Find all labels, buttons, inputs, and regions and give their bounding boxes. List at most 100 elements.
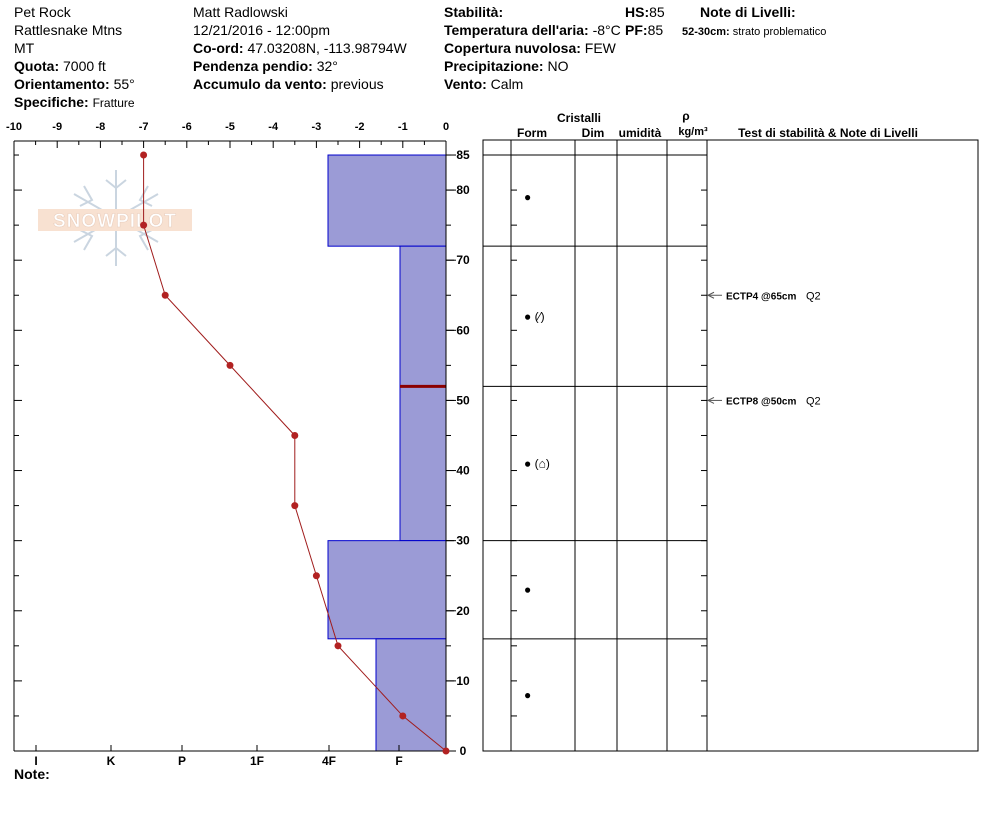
- hardness-tick-label: 1F: [250, 754, 264, 768]
- hardness-tick-label: P: [178, 754, 186, 768]
- height-tick-label: 85: [456, 148, 470, 162]
- stability-test-quality: Q2: [806, 395, 821, 407]
- hardness-bar: [375, 638, 447, 752]
- hs-value: 85: [649, 4, 665, 20]
- temperature-profile-line: [143, 155, 447, 752]
- height-tick-label: 50: [456, 393, 470, 407]
- air-temperature: Temperatura dell'aria: -8°C: [444, 22, 621, 38]
- hardness-bar: [327, 154, 447, 247]
- temperature-tick-label: -10: [6, 121, 22, 133]
- height-tick-label: 40: [456, 464, 470, 478]
- coord-value: 47.03208N, -113.98794W: [247, 40, 407, 56]
- cloud-label: Copertura nuvolosa:: [444, 40, 581, 56]
- height-tick-label: 20: [456, 604, 470, 618]
- hardness-tick-label: I: [34, 754, 37, 768]
- crystal-form-symbol: ● (⌂): [524, 457, 550, 471]
- aspect-value: 55°: [113, 76, 135, 92]
- hs: HS:85: [625, 4, 665, 20]
- slope: Pendenza pendio: 32°: [193, 58, 338, 74]
- temperature-point: [161, 291, 169, 299]
- air-temp-value: -8°C: [592, 22, 621, 38]
- layer-note: 52-30cm: strato problematico: [682, 24, 826, 40]
- hardness-bar: [327, 540, 447, 640]
- table-layers: ● ● (⁄) ● (⌂) ● ● ECTP4 @65cm Q2 ECTP8 @50cm Q2: [483, 154, 821, 752]
- specifics-value: Fratture: [92, 96, 135, 110]
- temperature-point: [291, 431, 299, 439]
- observer: Matt Radlowski: [193, 4, 288, 20]
- size-header: Dim: [582, 126, 605, 140]
- temperature-tick-label: -7: [139, 121, 149, 133]
- temperature-point: [140, 151, 148, 159]
- hardness-tick-label: 4F: [322, 754, 336, 768]
- tests-header: Test di stabilità & Note di Livelli: [738, 126, 918, 140]
- mountain-range: Rattlesnake Mtns: [14, 22, 123, 38]
- snowpilot-logo-text: SNOWPILOT: [53, 211, 177, 232]
- height-tick-label: 80: [456, 183, 470, 197]
- snowpilot-logo: SNOWPILOT: [38, 170, 192, 266]
- elevation-label: Quota:: [14, 58, 60, 74]
- temperature-tick-label: -8: [96, 121, 106, 133]
- precip-label: Precipitazione:: [444, 58, 544, 74]
- crystal-form-symbol: ●: [524, 583, 531, 597]
- elevation: Quota: 7000 ft: [14, 58, 106, 74]
- stability-test-quality: Q2: [806, 290, 821, 302]
- hardness-bar: [399, 245, 447, 542]
- wind-label: Vento:: [444, 76, 487, 92]
- elevation-value: 7000 ft: [63, 58, 106, 74]
- stability-test-label: ECTP4 @65cm: [726, 291, 796, 302]
- temperature-tick-label: -2: [355, 121, 365, 133]
- state: MT: [14, 40, 35, 56]
- temperature-tick-label: -1: [398, 121, 408, 133]
- height-tick-label: 0: [460, 744, 467, 758]
- height-tick-label: 60: [456, 323, 470, 337]
- temperature-tick-label: -6: [182, 121, 192, 133]
- wind-loading: Accumulo da vento: previous: [193, 76, 384, 92]
- moisture-header: umidità: [619, 126, 662, 140]
- cloud-value: FEW: [584, 40, 616, 56]
- notes-label: Note:: [14, 766, 50, 782]
- location-name: Pet Rock: [14, 4, 71, 20]
- height-tick-label: 10: [456, 674, 470, 688]
- hs-label: HS:: [625, 4, 650, 20]
- temperature-tick-label: 0: [443, 121, 449, 133]
- temperature-point: [291, 502, 299, 510]
- layer-note-range: 52-30cm:: [682, 26, 730, 38]
- slope-value: 32°: [316, 58, 338, 74]
- temperature-point: [334, 642, 342, 650]
- arrow-head-icon: [706, 291, 715, 299]
- pf-value: 85: [647, 22, 664, 38]
- coordinates: Co-ord: 47.03208N, -113.98794W: [193, 40, 407, 56]
- temperature-point: [442, 747, 450, 755]
- air-temp-label: Temperatura dell'aria:: [444, 22, 589, 38]
- layer-notes-title: Note di Livelli:: [700, 4, 796, 20]
- temperature-point: [226, 361, 234, 369]
- height-tick-label: 30: [456, 534, 470, 548]
- coord-label: Co-ord:: [193, 40, 244, 56]
- temperature-point: [140, 221, 148, 229]
- cloud-cover: Copertura nuvolosa: FEW: [444, 40, 616, 56]
- crystal-form-symbol: ●: [524, 688, 531, 702]
- observation-datetime: 12/21/2016 - 12:00pm: [193, 22, 330, 38]
- specifics: Specifiche: Fratture: [14, 94, 135, 111]
- aspect-label: Orientamento:: [14, 76, 110, 92]
- stability-test-label: ECTP8 @50cm: [726, 396, 796, 407]
- temperature-tick-label: -9: [52, 121, 62, 133]
- wind: Vento: Calm: [444, 76, 523, 92]
- pf-label: PF:: [625, 22, 648, 38]
- slope-label: Pendenza pendio:: [193, 58, 313, 74]
- hardness-tick-label: F: [395, 754, 402, 768]
- stability-label: Stabilità:: [444, 4, 504, 20]
- height-tick-label: 70: [456, 253, 470, 267]
- wind-loading-label: Accumulo da vento:: [193, 76, 327, 92]
- crystal-form-symbol: ●: [524, 190, 531, 204]
- density-header: kg/m³: [678, 126, 708, 138]
- plot-area: -10 -9 -8 -7 -6 -5 -4 -3 -2 -1 0010203040506070808…: [6, 121, 470, 768]
- temperature-tick-label: -3: [312, 121, 322, 133]
- crystals-header: Cristalli: [557, 111, 601, 125]
- wind-loading-value: previous: [330, 76, 384, 92]
- specifics-label: Specifiche:: [14, 94, 89, 110]
- temperature-tick-label: -5: [225, 121, 235, 133]
- wind-value: Calm: [490, 76, 524, 92]
- temperature-tick-label: -4: [268, 121, 279, 133]
